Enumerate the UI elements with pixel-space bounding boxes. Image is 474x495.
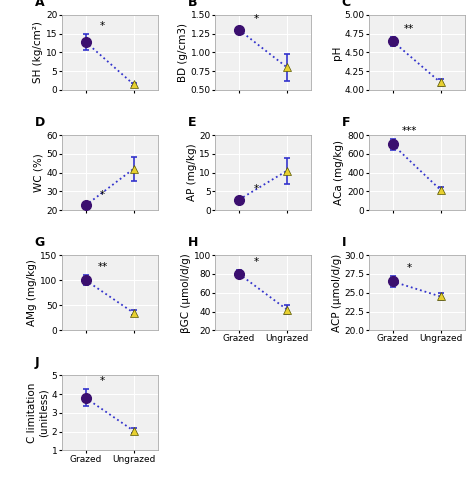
Text: *: * (100, 190, 105, 200)
Y-axis label: WC (%): WC (%) (33, 153, 43, 192)
Text: J: J (35, 356, 39, 369)
Y-axis label: AMg (mg/kg): AMg (mg/kg) (27, 259, 37, 326)
Text: *: * (100, 376, 105, 387)
Y-axis label: BD (g/cm3): BD (g/cm3) (178, 23, 188, 82)
Text: **: ** (404, 24, 414, 34)
Text: I: I (342, 236, 346, 249)
Text: H: H (188, 236, 199, 249)
Text: *: * (100, 21, 105, 31)
Text: *: * (253, 184, 258, 195)
Text: E: E (188, 116, 197, 129)
Text: F: F (342, 116, 350, 129)
Text: **: ** (97, 262, 108, 272)
Y-axis label: βGC (μmol/d/g): βGC (μmol/d/g) (181, 253, 191, 333)
Y-axis label: SH (kg/cm²): SH (kg/cm²) (33, 21, 43, 83)
Text: D: D (35, 116, 45, 129)
Y-axis label: AP (mg/kg): AP (mg/kg) (187, 144, 197, 201)
Text: ***: *** (401, 126, 417, 136)
Text: A: A (35, 0, 45, 9)
Y-axis label: ACP (μmol/d/g): ACP (μmol/d/g) (331, 253, 342, 332)
Y-axis label: pH: pH (331, 45, 342, 59)
Text: G: G (35, 236, 45, 249)
Text: *: * (253, 14, 258, 24)
Y-axis label: ACa (mg/kg): ACa (mg/kg) (334, 140, 345, 205)
Text: *: * (407, 263, 412, 273)
Text: B: B (188, 0, 198, 9)
Text: *: * (253, 257, 258, 267)
Text: C: C (342, 0, 351, 9)
Y-axis label: C limitation
(unitless): C limitation (unitless) (27, 383, 49, 443)
